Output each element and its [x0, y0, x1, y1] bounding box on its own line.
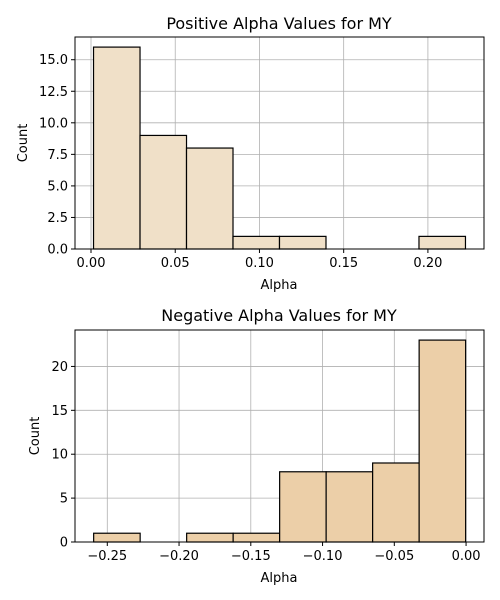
chart-negative-alpha: Negative Alpha Values for MY −0.25 −0.20−… — [28, 306, 485, 586]
y-tick-label: 20 — [51, 360, 68, 375]
histogram-bar — [92, 46, 141, 250]
y-tick-label: 12.5 — [39, 85, 68, 100]
chart-positive-alpha: Positive Alpha Values for MY 0.00 0.05 0.1… — [16, 14, 485, 293]
y-tick-label: 0.0 — [47, 243, 68, 258]
y-tick-label: 2.5 — [47, 211, 68, 226]
axis-ticks: 0.00 0.05 0.10 0.15 0.20 0.0 2.5 5.0 7.5 10.0 12.5… — [39, 53, 442, 271]
x-tick-label: 0.00 — [77, 256, 106, 271]
histogram-bar — [139, 134, 188, 250]
y-tick-label: 0 — [60, 536, 68, 551]
x-tick-label: 0.10 — [245, 256, 274, 271]
x-tick-label: 0.20 — [413, 256, 442, 271]
histogram-bar — [372, 462, 420, 543]
y-tick-label: 5 — [60, 492, 68, 507]
histogram-bar — [418, 235, 467, 250]
histogram-bar — [279, 471, 327, 543]
histogram-bar — [186, 532, 234, 543]
x-tick-label: −0.15 — [231, 549, 271, 564]
x-axis-label: Alpha — [261, 278, 298, 293]
y-tick-label: 10 — [51, 448, 68, 463]
histogram-bar — [93, 532, 141, 543]
histogram-bar — [418, 339, 467, 543]
axis-ticks: −0.25 −0.20 −0.15 −0.10 −0.05 0.00 0 5 10 15 20 — [51, 360, 480, 564]
y-axis-label: Count — [16, 124, 31, 163]
x-tick-label: −0.20 — [159, 549, 199, 564]
x-tick-label: 0.00 — [452, 549, 481, 564]
y-tick-label: 10.0 — [39, 116, 68, 131]
histogram-bar — [232, 532, 281, 543]
y-tick-label: 15 — [51, 404, 68, 419]
x-tick-label: −0.10 — [303, 549, 343, 564]
histogram-bar — [325, 471, 374, 543]
histogram-bars — [93, 339, 467, 543]
y-tick-label: 5.0 — [47, 179, 68, 194]
y-tick-label: 7.5 — [47, 148, 68, 163]
y-tick-label: 15.0 — [39, 53, 68, 68]
chart-title: Negative Alpha Values for MY — [161, 306, 397, 325]
axes-frame — [74, 329, 485, 543]
x-tick-label: −0.05 — [374, 549, 414, 564]
x-tick-label: −0.25 — [87, 549, 127, 564]
x-tick-label: 0.15 — [329, 256, 358, 271]
chart-title: Positive Alpha Values for MY — [166, 14, 392, 33]
axes-frame — [74, 36, 485, 250]
x-tick-label: 0.05 — [161, 256, 190, 271]
y-axis-label: Count — [28, 417, 43, 456]
histogram-bar — [232, 235, 281, 250]
histogram-bar — [278, 235, 327, 250]
histogram-bar — [185, 147, 234, 250]
histogram-bars — [92, 46, 467, 250]
x-axis-label: Alpha — [261, 571, 298, 586]
